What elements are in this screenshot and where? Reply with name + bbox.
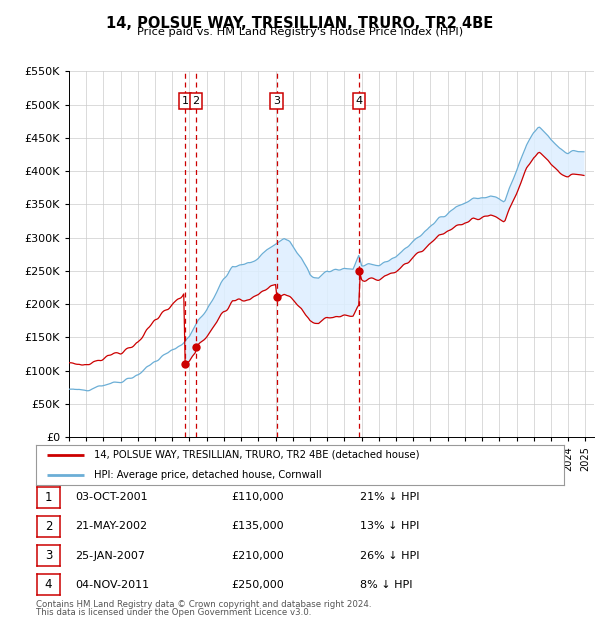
Text: HPI: Average price, detached house, Cornwall: HPI: Average price, detached house, Corn… — [94, 470, 322, 480]
Text: 13% ↓ HPI: 13% ↓ HPI — [360, 521, 419, 531]
Text: Contains HM Land Registry data © Crown copyright and database right 2024.: Contains HM Land Registry data © Crown c… — [36, 600, 371, 609]
Text: 03-OCT-2001: 03-OCT-2001 — [75, 492, 148, 502]
Text: This data is licensed under the Open Government Licence v3.0.: This data is licensed under the Open Gov… — [36, 608, 311, 617]
Text: 3: 3 — [273, 96, 280, 106]
Text: 14, POLSUE WAY, TRESILLIAN, TRURO, TR2 4BE (detached house): 14, POLSUE WAY, TRESILLIAN, TRURO, TR2 4… — [94, 450, 419, 459]
Text: 2: 2 — [193, 96, 200, 106]
Text: 26% ↓ HPI: 26% ↓ HPI — [360, 551, 419, 560]
Text: 14, POLSUE WAY, TRESILLIAN, TRURO, TR2 4BE: 14, POLSUE WAY, TRESILLIAN, TRURO, TR2 4… — [106, 16, 494, 30]
Text: £110,000: £110,000 — [231, 492, 284, 502]
Text: 04-NOV-2011: 04-NOV-2011 — [75, 580, 149, 590]
Text: £250,000: £250,000 — [231, 580, 284, 590]
Text: 21-MAY-2002: 21-MAY-2002 — [75, 521, 147, 531]
Text: 1: 1 — [45, 491, 52, 503]
Text: 21% ↓ HPI: 21% ↓ HPI — [360, 492, 419, 502]
Text: 4: 4 — [355, 96, 362, 106]
Text: 1: 1 — [182, 96, 188, 106]
Text: £135,000: £135,000 — [231, 521, 284, 531]
Text: £210,000: £210,000 — [231, 551, 284, 560]
Text: 8% ↓ HPI: 8% ↓ HPI — [360, 580, 413, 590]
Text: 3: 3 — [45, 549, 52, 562]
Text: Price paid vs. HM Land Registry's House Price Index (HPI): Price paid vs. HM Land Registry's House … — [137, 27, 463, 37]
Text: 4: 4 — [45, 578, 52, 591]
Text: 2: 2 — [45, 520, 52, 533]
Text: 25-JAN-2007: 25-JAN-2007 — [75, 551, 145, 560]
